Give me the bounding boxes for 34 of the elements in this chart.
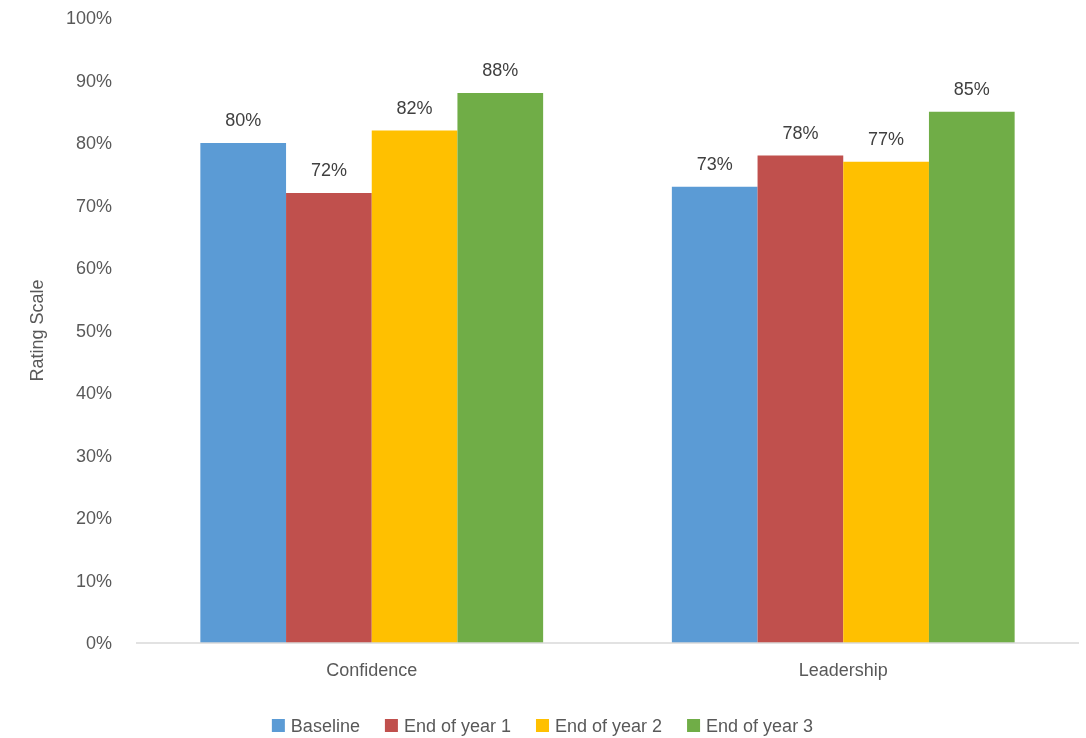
y-tick-label: 30% — [75, 445, 112, 466]
data-label: 82% — [396, 97, 433, 118]
data-label: 88% — [482, 60, 519, 80]
x-tick-label: Confidence — [326, 659, 418, 680]
y-tick-label: 0% — [85, 633, 112, 654]
y-tick-label: 10% — [75, 570, 112, 591]
data-label: 73% — [696, 153, 733, 174]
data-label: 85% — [953, 78, 990, 99]
y-tick-label: 90% — [75, 70, 112, 91]
bar — [757, 155, 844, 643]
legend-label: End of year 2 — [554, 716, 663, 736]
y-tick-label: 40% — [75, 383, 112, 404]
legend-label: Baseline — [290, 716, 360, 736]
y-tick-label: 70% — [75, 195, 112, 216]
bar — [371, 130, 458, 643]
legend-label: End of year 3 — [706, 716, 814, 736]
bar — [457, 93, 544, 643]
y-tick-label: 50% — [75, 320, 112, 341]
data-label: 80% — [225, 110, 262, 130]
y-tick-label: 80% — [75, 133, 112, 154]
y-tick-label: 100% — [65, 8, 112, 29]
bar — [671, 186, 758, 643]
bar — [843, 161, 929, 643]
y-axis-title: Rating Scale — [27, 279, 47, 382]
legend-label: End of year 1 — [403, 716, 511, 736]
bar — [928, 111, 1015, 643]
x-tick-label: Leadership — [798, 659, 888, 680]
bar — [286, 193, 372, 643]
bar — [200, 143, 287, 643]
y-tick-label: 60% — [75, 258, 112, 279]
y-tick-label: 20% — [75, 508, 112, 529]
data-label: 77% — [868, 128, 905, 149]
data-label: 72% — [310, 160, 347, 180]
data-label: 78% — [782, 122, 819, 143]
